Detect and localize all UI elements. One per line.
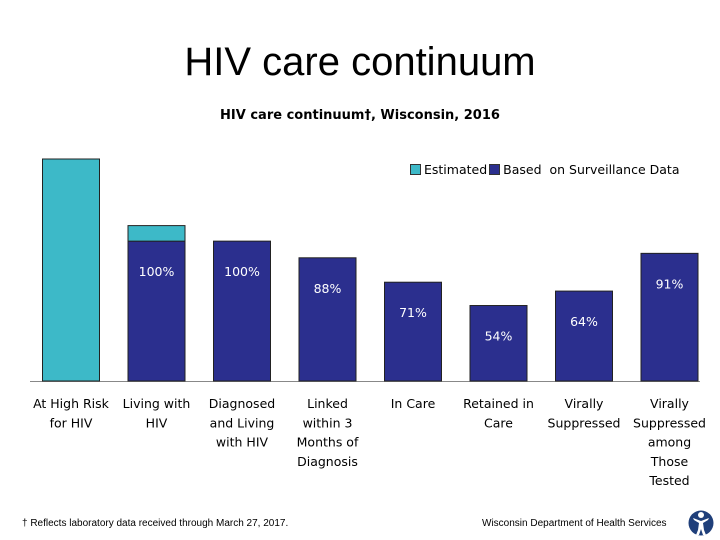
slide-title: HIV care continuum	[184, 40, 536, 84]
chart-legend: Estimated Based on Surveillance Data	[410, 162, 680, 177]
category-label-at-high-risk-for-hiv: At High Risk for HIV	[33, 396, 110, 430]
category-label-virally-suppressed: Virally Suppressed	[548, 396, 621, 430]
person-figure-logo-icon	[688, 510, 714, 536]
data-label-in-care: 71%	[399, 305, 427, 320]
category-label-linked-within-3-months-of-diagnosis: Linked within 3 Months of Diagnosis	[297, 396, 359, 469]
category-label-retained-in-care: Retained in Care	[463, 396, 534, 430]
bar-surveillance-living-with-hiv	[127, 240, 186, 382]
bar-estimated-at-high-risk-for-hiv	[42, 158, 100, 382]
bar-chart: At High Risk for HIV 100% Living with HIV 100…	[30, 158, 706, 488]
legend-label-surveillance: Based on Surveillance Data	[503, 162, 680, 177]
chart-title: HIV care continuum†, Wisconsin, 2016	[220, 108, 500, 123]
data-label-virally-suppressed-among-those-tested: 91%	[656, 276, 684, 291]
category-label-diagnosed-and-living-with-hiv: Diagnosed and Living with HIV	[209, 396, 275, 450]
bar-surveillance-in-care	[384, 281, 442, 382]
data-label-living-with-hiv: 100%	[139, 264, 175, 279]
legend-swatch-estimated	[410, 164, 421, 175]
data-label-diagnosed-and-living-with-hiv: 100%	[224, 264, 260, 279]
category-label-virally-suppressed-among-those-tested: Virally Suppressed among Those Tested	[633, 396, 706, 488]
category-label-in-care: In Care	[391, 396, 436, 411]
legend-swatch-surveillance	[489, 164, 501, 175]
data-label-retained-in-care: 54%	[485, 329, 513, 344]
category-label-living-with-hiv: Living with HIV	[123, 396, 191, 430]
agency-name: Wisconsin Department of Health Services	[482, 518, 667, 529]
bar-surveillance-retained-in-care	[469, 305, 528, 382]
bar-surveillance-diagnosed-and-living-with-hiv	[213, 240, 271, 382]
bar-surveillance-linked-within-3-months-of-diagnosis	[298, 257, 357, 382]
data-label-virally-suppressed: 64%	[570, 314, 598, 329]
bar-estimated-living-with-hiv	[127, 225, 186, 242]
legend-label-estimated: Estimated	[424, 162, 488, 177]
data-label-linked-within-3-months-of-diagnosis: 88%	[314, 281, 342, 296]
footnote: † Reflects laboratory data received thro…	[22, 518, 289, 529]
bar-surveillance-virally-suppressed-among-those-tested	[640, 252, 699, 382]
bar-surveillance-virally-suppressed	[555, 290, 613, 382]
